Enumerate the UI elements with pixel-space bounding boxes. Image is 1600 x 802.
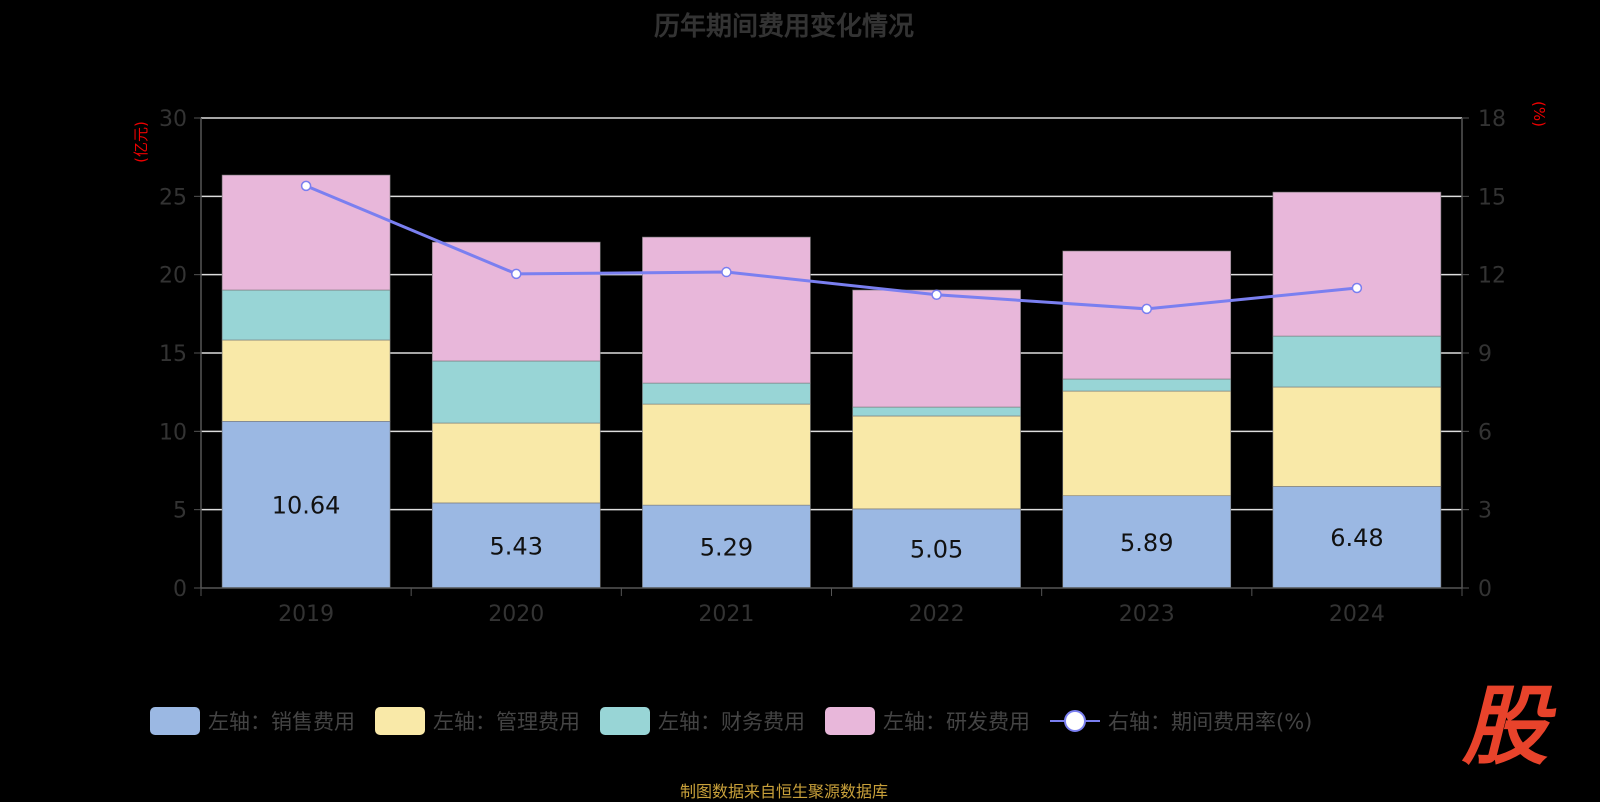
legend: 左轴：销售费用 左轴：管理费用 左轴：财务费用 左轴：研发费用 右轴：期间费用率… <box>150 706 1332 736</box>
bar-mgmt <box>1272 386 1442 487</box>
x-tick-label: 2023 <box>1119 602 1175 627</box>
y-tick-label: 0 <box>173 577 187 602</box>
rate-point <box>721 266 732 278</box>
bar-fin <box>852 406 1021 417</box>
bar-sales <box>642 504 811 589</box>
y2-tick-label: 12 <box>1478 264 1506 289</box>
bar-sales <box>431 502 601 589</box>
y2-tick-label: 15 <box>1478 185 1506 210</box>
bar-fin <box>1062 378 1232 392</box>
legend-label: 左轴：管理费用 <box>433 710 580 734</box>
y-axis-title: (亿元) <box>132 121 150 163</box>
bar-sales <box>221 421 391 589</box>
legend-item-sales[interactable]: 左轴：销售费用 <box>150 706 355 736</box>
bar-sales <box>1272 486 1442 589</box>
bar-fin <box>642 382 811 405</box>
bar-rd <box>1062 250 1232 380</box>
legend-item-fin[interactable]: 左轴：财务费用 <box>600 706 805 736</box>
bar-mgmt <box>431 422 601 504</box>
bar-rd <box>221 174 391 291</box>
legend-item-rd[interactable]: 左轴：研发费用 <box>825 706 1030 736</box>
logo: 股 <box>1462 677 1548 777</box>
legend-item-mgmt[interactable]: 左轴：管理费用 <box>375 706 580 736</box>
y2-tick-label: 6 <box>1478 420 1492 445</box>
legend-swatch <box>375 707 425 735</box>
legend-label: 左轴：财务费用 <box>658 710 805 734</box>
chart-title: 历年期间费用变化情况 <box>653 12 914 42</box>
y2-tick-label: 0 <box>1478 577 1492 602</box>
y-tick-label: 15 <box>159 342 187 367</box>
x-tick-label: 2019 <box>278 602 334 627</box>
data-label: 5.89 <box>1120 529 1173 557</box>
bar-rd <box>852 289 1021 408</box>
x-tick-label: 2021 <box>698 602 754 627</box>
legend-label: 右轴：期间费用率(%) <box>1108 710 1313 734</box>
rate-point <box>1141 303 1152 315</box>
y-tick-label: 5 <box>173 499 187 524</box>
y-tick-label: 30 <box>159 107 187 132</box>
rate-point <box>1351 282 1363 294</box>
x-tick-label: 2020 <box>488 602 544 627</box>
y-tick-label: 10 <box>159 420 187 445</box>
bar-rd <box>1272 191 1442 337</box>
bar-mgmt <box>642 403 811 506</box>
x-tick-label: 2022 <box>909 602 965 627</box>
bar-mgmt <box>221 339 391 422</box>
x-tick-label: 2024 <box>1329 602 1385 627</box>
bar-mgmt <box>852 415 1021 510</box>
data-label: 10.64 <box>272 492 341 520</box>
legend-label: 左轴：销售费用 <box>208 710 355 734</box>
rate-point <box>300 180 312 192</box>
data-label: 6.48 <box>1330 524 1383 552</box>
bar-rd <box>642 236 811 384</box>
source-note: 制图数据来自恒生聚源数据库 <box>679 782 888 801</box>
legend-item-rate[interactable]: 右轴：期间费用率(%) <box>1050 706 1312 736</box>
y2-tick-label: 18 <box>1478 107 1506 132</box>
bar-fin <box>431 360 601 424</box>
bar-fin <box>1272 335 1442 388</box>
legend-swatch <box>150 707 200 735</box>
y2-tick-label: 9 <box>1478 342 1492 367</box>
rate-point <box>931 289 942 301</box>
legend-swatch <box>600 707 650 735</box>
rate-line <box>305 184 1358 311</box>
bar-rd <box>431 241 601 362</box>
data-label: 5.29 <box>700 534 753 562</box>
rate-point <box>511 268 522 280</box>
legend-label: 左轴：研发费用 <box>883 710 1030 734</box>
legend-swatch <box>825 707 875 735</box>
bar-mgmt <box>1062 390 1232 497</box>
y2-axis-title: (%) <box>1530 101 1548 127</box>
data-label: 5.43 <box>490 532 543 560</box>
bar-fin <box>221 289 391 341</box>
legend-line-marker-icon <box>1050 707 1100 735</box>
y2-tick-label: 3 <box>1478 499 1492 524</box>
y-tick-label: 20 <box>159 264 187 289</box>
data-label: 5.05 <box>910 535 963 563</box>
y-tick-label: 25 <box>159 185 187 210</box>
